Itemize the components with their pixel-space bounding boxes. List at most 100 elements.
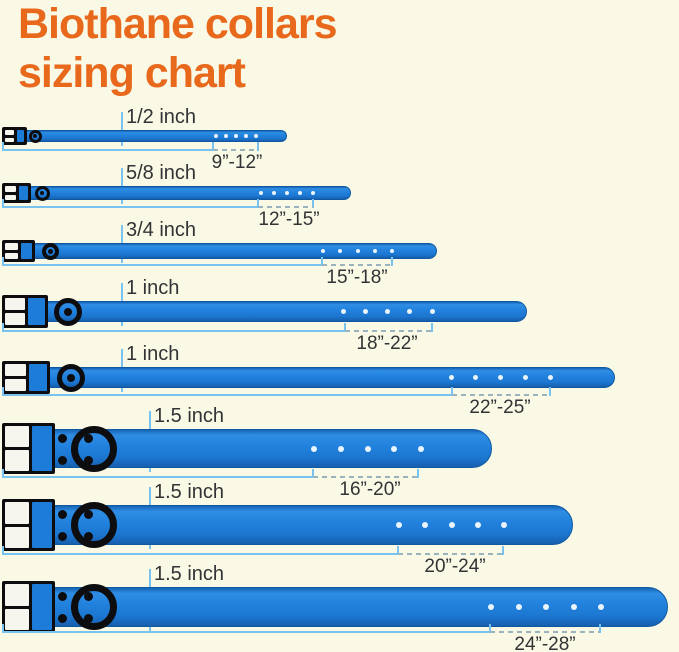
collar-width-label: 1 inch	[126, 343, 180, 365]
collar-hole	[285, 191, 289, 195]
collar-hole	[498, 375, 503, 380]
collar-hole	[372, 249, 377, 253]
measure-line-solid	[2, 149, 213, 151]
collar-hole	[570, 604, 577, 610]
collar-width-label: 5/8 inch	[126, 162, 197, 184]
collar-hole	[501, 522, 507, 528]
buckle-windows	[5, 584, 52, 630]
collar-strap	[2, 499, 573, 551]
collar-strap	[2, 240, 437, 262]
buckle-windows	[5, 243, 32, 259]
measure-tick	[2, 624, 4, 633]
rivet-icon	[58, 455, 67, 465]
measure-tick	[2, 469, 4, 478]
collar-range-label: 12”-15”	[258, 209, 320, 230]
measure-tick	[431, 323, 433, 332]
d-ring-icon	[71, 584, 117, 630]
measure-line-dashed	[398, 553, 503, 555]
measure-tick	[599, 624, 601, 633]
collar-hole	[391, 445, 398, 452]
buckle-frame	[2, 127, 27, 145]
collar-hole	[337, 445, 344, 452]
buckle-window	[5, 186, 16, 192]
measure-line-solid	[2, 264, 322, 266]
buckle-strap-loop	[32, 426, 52, 471]
measure-line-dashed	[322, 264, 392, 266]
collar-range-label: 18”-22”	[356, 333, 418, 354]
collar-strap	[2, 295, 527, 328]
buckle-windows	[5, 298, 45, 325]
buckle-frame	[2, 499, 55, 551]
collar-width-label: 3/4 inch	[126, 219, 197, 241]
collar-hole	[338, 249, 343, 253]
collar-hole	[259, 191, 263, 195]
buckle-window-column	[5, 584, 30, 630]
collar-hole	[422, 522, 429, 528]
buckle-window	[5, 364, 27, 376]
measure-line-dashed	[345, 330, 432, 332]
measure-line-solid	[2, 394, 452, 396]
rivet-icon	[58, 614, 67, 623]
buckle-pin-icon	[33, 134, 37, 138]
collar-hole	[473, 375, 479, 380]
collar-hole	[522, 375, 528, 380]
collar-hole	[224, 134, 228, 138]
measure-tick	[257, 199, 259, 208]
collar-hole	[364, 445, 371, 452]
buckle-window	[5, 252, 19, 259]
buckle-window	[5, 450, 30, 471]
rivet-icon	[58, 510, 67, 519]
measure-line-solid	[2, 553, 398, 555]
collar-hole	[488, 604, 494, 610]
measure-tick	[502, 546, 504, 555]
measure-tick	[2, 387, 4, 396]
collar-strap	[2, 361, 615, 394]
collar-hole	[429, 309, 435, 314]
page-title: Biothane collars sizing chart	[18, 0, 338, 97]
buckle-window-column	[5, 502, 30, 548]
buckle-strap-loop	[19, 186, 28, 200]
buckle-strap-loop	[16, 130, 24, 142]
collar-hole	[390, 249, 394, 253]
buckle-frame	[2, 581, 55, 633]
measure-line-solid	[2, 206, 258, 208]
collar-hole	[448, 522, 455, 528]
d-ring-icon	[71, 502, 117, 548]
measure-line-solid	[2, 330, 345, 332]
rivet-icon	[58, 592, 67, 601]
collar-hole	[543, 604, 549, 610]
d-ring-icon	[34, 185, 50, 201]
collar-range-label: 24”-28”	[514, 634, 576, 652]
buckle-strap-loop	[32, 502, 52, 548]
measure-tick	[2, 142, 4, 151]
measure-tick	[417, 469, 419, 478]
rivet-icon	[58, 433, 67, 443]
collar-width-label: 1.5 inch	[154, 481, 225, 503]
buckle-windows	[5, 502, 52, 548]
measure-tick	[344, 323, 346, 332]
buckle-window-column	[5, 364, 27, 391]
buckle-pin-icon	[40, 191, 44, 195]
collar-hole	[474, 522, 481, 528]
collar-strap	[2, 423, 492, 474]
measure-tick	[451, 387, 453, 396]
collar-width-label: 1.5 inch	[154, 563, 225, 585]
collar-range-label: 20”-24”	[424, 556, 486, 577]
collar-hole	[355, 249, 360, 253]
buckle-windows	[5, 186, 28, 200]
measure-line-solid	[2, 476, 313, 478]
collar-hole	[407, 309, 413, 314]
measure-line-dashed	[213, 149, 258, 151]
measure-line-solid	[2, 631, 490, 633]
collar-hole	[214, 134, 218, 138]
collar-hole	[547, 375, 553, 380]
buckle-windows	[5, 426, 52, 471]
measure-line-dashed	[258, 206, 313, 208]
buckle-pin-icon	[67, 373, 75, 382]
buckle-frame	[2, 423, 55, 474]
buckle-window	[5, 130, 14, 135]
buckle-window	[5, 379, 27, 391]
collar-hole	[272, 191, 276, 195]
buckle-window	[5, 526, 30, 548]
buckle-frame	[2, 183, 31, 203]
